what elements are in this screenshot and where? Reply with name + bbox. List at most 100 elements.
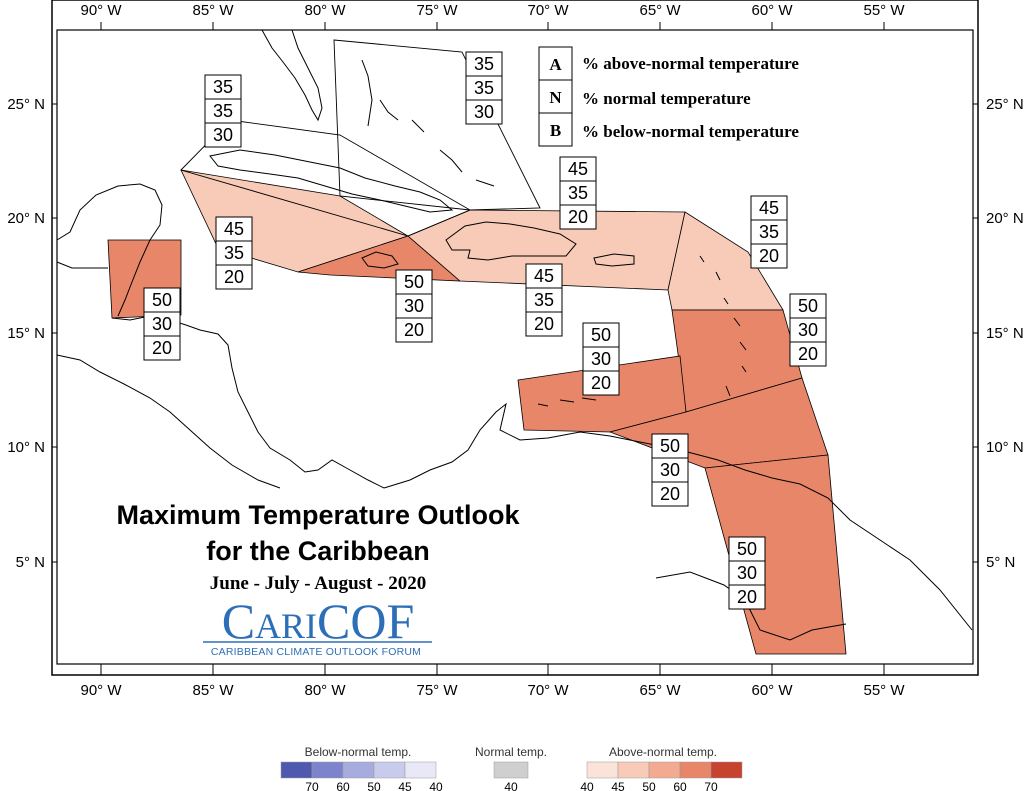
prob-normal: 35 [213,101,233,121]
prob-above: 35 [474,54,494,74]
map-title-line1: Maximum Temperature Outlook [116,500,520,530]
puerto-rico-coast [593,253,635,267]
legend-box-n [538,79,573,114]
lon-label-bottom: 90° W [80,682,122,699]
prob-cell [789,341,827,367]
lon-label-bottom: 55° W [863,682,905,699]
colorbar-normal-tick: 40 [504,780,518,791]
legend-box-b [538,112,573,147]
prob-cell [750,243,788,269]
prob-normal: 35 [568,183,588,203]
prob-box-jamaica: 50 30 20 [395,269,433,343]
prob-normal: 35 [759,222,779,242]
prob-above: 50 [737,539,757,559]
region-bahamas[interactable] [333,39,541,211]
colorbar-above-tick: 70 [704,780,718,791]
prob-cell [465,75,503,101]
lesser-antilles [699,255,747,397]
prob-cell [559,204,597,230]
prob-cell [728,584,766,610]
lat-label-left: 20° N [7,210,45,227]
prob-below: 20 [737,587,757,607]
bahamas-islands [361,59,495,187]
lon-labels-top: 90° W 85° W 80° W 75° W 70° W 65° W 60° … [80,2,905,19]
legend-text-n: % normal temperature [582,89,751,108]
probability-boxes: 35 35 30 35 35 30 45 35 20 50 30 20 45 35 20 45 35 20 45 35… [143,51,827,610]
lon-ticks-bottom [100,664,885,675]
prob-above: 45 [534,266,554,286]
prob-cell [582,370,620,396]
title-block: Maximum Temperature Outlook for the Cari… [116,500,520,594]
colorbar-above-tick: 50 [642,780,656,791]
colorbar-above-swatch [710,761,743,779]
prob-cell [395,317,433,343]
lat-label-left: 10° N [7,439,45,456]
lon-label-bottom: 80° W [304,682,346,699]
lon-label-bottom: 70° W [527,682,569,699]
prob-box-windward: 50 30 20 [789,293,827,367]
prob-box-cuba: 35 35 30 [204,74,242,148]
colorbar-below-swatches [280,761,437,779]
prob-cell [465,99,503,125]
prob-cell [395,293,433,319]
colorbar-above-swatches [586,761,743,779]
prob-cell [204,98,242,124]
prob-cell [395,269,433,295]
logo-wordmark: CARICOF [222,593,415,649]
prob-cell [143,335,181,361]
lon-label-top: 65° W [639,2,681,19]
cuba-coast [209,149,454,213]
prob-above: 35 [213,77,233,97]
prob-normal: 30 [404,296,424,316]
lon-label-top: 75° W [416,2,458,19]
prob-normal: 30 [660,460,680,480]
legend-key: A N B % above-normal temperature % norma… [538,46,799,147]
lat-label-left: 15° N [7,325,45,342]
logo-tagline: CARIBBEAN CLIMATE OUTLOOK FORUM [211,646,421,658]
prob-cell [215,264,253,290]
prob-above: 45 [759,198,779,218]
lon-label-top: 85° W [192,2,234,19]
legend-letter-n: N [549,88,562,107]
map-inner-frame [56,29,974,665]
prob-cell [750,195,788,221]
prob-cell [651,481,689,507]
hispaniola-coast [445,221,577,261]
prob-normal: 35 [224,243,244,263]
colorbar-below-tick: 70 [305,780,319,791]
lat-label-right: 5° N [986,554,1015,571]
colorbar-above-title: Above-normal temp. [609,745,717,759]
prob-below: 20 [224,267,244,287]
legend-letter-b: B [550,121,561,140]
colorbar-below-tick: 45 [398,780,412,791]
prob-below: 20 [759,246,779,266]
colorbar-below-tick: 60 [336,780,350,791]
jamaica-coast [361,251,399,269]
lat-label-right: 10° N [986,439,1024,456]
prob-normal: 30 [737,563,757,583]
prob-cell [143,287,181,313]
colorbar-below-title: Below-normal temp. [305,745,412,759]
prob-above: 50 [798,296,818,316]
caricof-logo: CARICOF CARIBBEAN CLIMATE OUTLOOK FORUM [203,593,432,658]
prob-cell [582,346,620,372]
colorbar-below-swatch [280,761,313,779]
lon-label-bottom: 75° W [416,682,458,699]
colorbar: Below-normal temp. Normal temp. Above-no… [280,745,743,791]
lat-label-left: 5° N [16,554,45,571]
prob-cell [525,287,563,313]
prob-box-belize: 50 30 20 [143,287,181,361]
prob-above: 50 [404,272,424,292]
prob-below: 20 [591,373,611,393]
lat-label-right: 20° N [986,210,1024,227]
forecast-regions [107,169,847,655]
prob-above: 50 [152,290,172,310]
lon-label-top: 60° W [751,2,793,19]
legend-text-a: % above-normal temperature [582,54,799,73]
lon-label-bottom: 65° W [639,682,681,699]
legend-letter-a: A [549,55,562,74]
lat-ticks [52,103,978,563]
colorbar-below-swatch [373,761,406,779]
prob-below: 20 [534,314,554,334]
